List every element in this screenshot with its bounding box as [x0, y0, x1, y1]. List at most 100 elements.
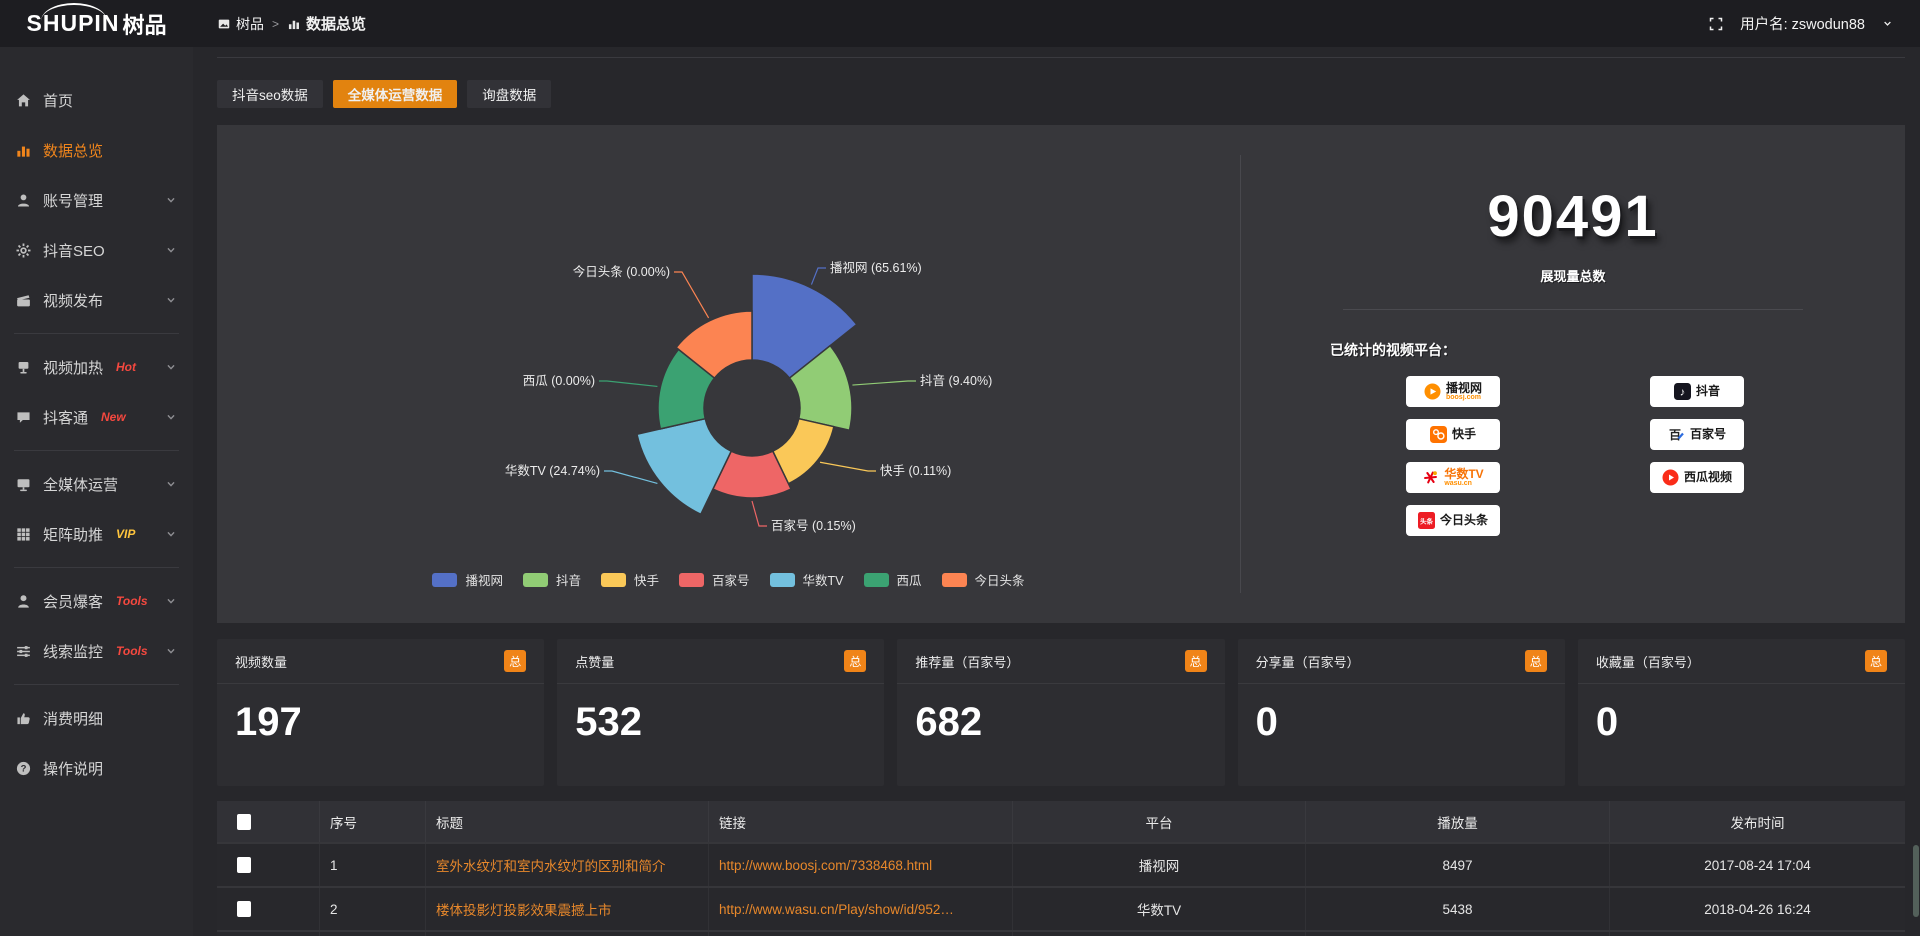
- platform-badge-抖音[interactable]: ♪ 抖音: [1650, 376, 1744, 407]
- pie-slice-今日头条[interactable]: [675, 310, 753, 380]
- window-scrollbar[interactable]: [1913, 845, 1919, 917]
- platform-badge-百家号[interactable]: 百百家号: [1650, 419, 1744, 450]
- table-row: 1 室外水纹灯和室内水纹灯的区别和简介 http://www.boosj.com/7…: [217, 842, 1905, 886]
- row-checkbox[interactable]: [237, 813, 251, 830]
- legend-item-华数TV[interactable]: 华数TV: [769, 570, 844, 589]
- breadcrumb-item[interactable]: 数据总览: [287, 13, 366, 34]
- pie-slice-华数TV[interactable]: [636, 417, 733, 516]
- platform-badge-今日头条[interactable]: 头条 今日头条: [1406, 505, 1500, 536]
- user-icon: [15, 192, 32, 209]
- table-header-链接: 链接: [709, 801, 1013, 842]
- toutiao-logo-icon: 头条: [1417, 512, 1435, 529]
- chevron-down-icon[interactable]: [1881, 17, 1894, 30]
- sidebar-item-label: 抖客通: [43, 409, 89, 427]
- total-badge[interactable]: 总: [844, 650, 867, 672]
- sidebar-item-视频加热[interactable]: 视频加热 Hot: [0, 342, 193, 392]
- main-content: 抖音seo数据 全媒体运营数据 询盘数据 播视网 (65.61%) 抖音 (9.40%…: [193, 47, 1920, 936]
- legend-item-播视网[interactable]: 播视网: [432, 570, 503, 589]
- platform-badge-西瓜视频[interactable]: 西瓜视频: [1650, 462, 1744, 493]
- pie-slice-西瓜[interactable]: [657, 348, 716, 430]
- link-cell[interactable]: http://www.wasu.cn/Play/show/id/952…: [709, 888, 1013, 930]
- link-cell[interactable]: http://www.boosj.com/7338468.html: [709, 844, 1013, 886]
- seq-cell: 1: [320, 844, 426, 886]
- url-link: http://www.wasu.cn/Play/show/id/952…: [719, 901, 954, 917]
- legend-label: 华数TV: [802, 574, 844, 588]
- platform-badge-快手[interactable]: 快手: [1406, 419, 1500, 450]
- sidebar: 首页数据总览账号管理抖音SEO 视频发布视频加热 Hot 抖客通 New 全媒体运营 矩阵助…: [0, 47, 193, 936]
- legend-item-百家号[interactable]: 百家号: [679, 570, 750, 589]
- stat-card-value: 197: [235, 700, 302, 744]
- sidebar-item-会员爆客[interactable]: 会员爆客 Tools: [0, 576, 193, 626]
- sidebar-item-抖音SEO[interactable]: 抖音SEO: [0, 225, 193, 275]
- empty-cell: [1013, 932, 1306, 936]
- legend-swatch: [769, 572, 795, 587]
- home-icon: [15, 92, 32, 109]
- legend-item-西瓜[interactable]: 西瓜: [863, 570, 922, 589]
- fullscreen-icon[interactable]: [1708, 16, 1724, 32]
- title-cell[interactable]: 楼体投影灯投影效果震撼上市: [426, 888, 709, 930]
- sidebar-item-线索监控[interactable]: 线索监控 Tools: [0, 626, 193, 676]
- spend-icon: [15, 710, 32, 727]
- platform-badge-grid: 播视网 boosj.com 快手华数TV wasu.cn 头条 今日头条 ♪ 抖音百百家号西瓜…: [1241, 376, 1905, 536]
- stat-card-header: 推荐量（百家号） 总: [897, 639, 1225, 684]
- sidebar-item-视频发布[interactable]: 视频发布: [0, 275, 193, 325]
- platform-badge-label: 华数TV: [1444, 466, 1484, 481]
- pie-label-line: [751, 500, 767, 527]
- sidebar-item-label: 数据总览: [43, 142, 104, 160]
- tab-全媒体运营数据[interactable]: 全媒体运营数据: [332, 80, 458, 108]
- platform-badge-label: 抖音: [1695, 384, 1720, 399]
- table-row-clipped: [217, 930, 1905, 936]
- sidebar-divider: [14, 333, 179, 334]
- legend-label: 快手: [633, 574, 659, 588]
- total-badge[interactable]: 总: [504, 650, 527, 672]
- sidebar-item-矩阵助推[interactable]: 矩阵助推 VIP: [0, 509, 193, 559]
- stat-card-title: 点赞量: [575, 654, 615, 670]
- platform-badge-播视网[interactable]: 播视网 boosj.com: [1406, 376, 1500, 407]
- sidebar-divider: [14, 450, 179, 451]
- baijiahao-logo-icon: 百: [1668, 426, 1685, 443]
- pie-slice-抖音[interactable]: [788, 344, 853, 432]
- sidebar-item-全媒体运营[interactable]: 全媒体运营: [0, 459, 193, 509]
- platform-badge-text: 百家号: [1690, 428, 1726, 441]
- total-badge[interactable]: 总: [1184, 650, 1207, 672]
- app-logo[interactable]: SHUPIN 树品: [0, 3, 193, 40]
- sidebar-item-label: 会员爆客: [43, 593, 104, 611]
- title-cell[interactable]: 室外水纹灯和室内水纹灯的区别和简介: [426, 844, 709, 886]
- row-checkbox[interactable]: [237, 857, 251, 873]
- sidebar-item-账号管理[interactable]: 账号管理: [0, 175, 193, 225]
- logo-text-en: SHUPIN: [26, 3, 120, 36]
- pie-label-line: [810, 267, 826, 285]
- table-header-发布时间: 发布时间: [1610, 801, 1905, 842]
- top-bar: SHUPIN 树品 树品 > 数据总览 用户名: zswodun88: [0, 0, 1920, 47]
- row-checkbox[interactable]: [237, 901, 251, 917]
- empty-cell: [709, 932, 1013, 936]
- sidebar-item-数据总览[interactable]: 数据总览: [0, 125, 193, 175]
- sidebar-item-label: 视频发布: [43, 292, 104, 310]
- seq-cell: 2: [320, 888, 426, 930]
- tab-询盘数据[interactable]: 询盘数据: [467, 80, 552, 108]
- sidebar-item-消费明细[interactable]: 消费明细: [0, 693, 193, 743]
- pie-slice-百家号[interactable]: [711, 450, 793, 499]
- total-badge[interactable]: 总: [1865, 650, 1888, 672]
- legend-item-快手[interactable]: 快手: [600, 570, 659, 589]
- username-text[interactable]: 用户名: zswodun88: [1740, 17, 1865, 33]
- breadcrumb-item[interactable]: 树品: [217, 14, 264, 34]
- legend-item-抖音[interactable]: 抖音: [522, 570, 581, 589]
- pie-label-快手: 快手 (0.11%): [880, 464, 951, 478]
- legend-item-今日头条[interactable]: 今日头条: [941, 570, 1025, 589]
- pie-slice-播视网[interactable]: [751, 273, 858, 380]
- platform-badge-华数TV[interactable]: 华数TV wasu.cn: [1406, 462, 1500, 493]
- sidebar-item-label: 抖音SEO: [43, 242, 105, 260]
- legend-swatch: [600, 572, 626, 587]
- platform-cell: 华数TV: [1013, 888, 1306, 930]
- time-value: 2018-04-26 16:24: [1704, 901, 1811, 917]
- stat-card-点赞量: 点赞量 总 532: [557, 639, 885, 786]
- url-link: http://www.boosj.com/7338468.html: [719, 857, 933, 873]
- sidebar-item-操作说明[interactable]: ? 操作说明: [0, 743, 193, 793]
- tab-抖音seo数据[interactable]: 抖音seo数据: [217, 80, 323, 108]
- sidebar-item-抖客通[interactable]: 抖客通 New: [0, 392, 193, 442]
- svg-text:♪: ♪: [1680, 387, 1686, 399]
- stat-card-title: 分享量（百家号）: [1255, 654, 1360, 670]
- total-badge[interactable]: 总: [1524, 650, 1547, 672]
- sidebar-item-首页[interactable]: 首页: [0, 75, 193, 125]
